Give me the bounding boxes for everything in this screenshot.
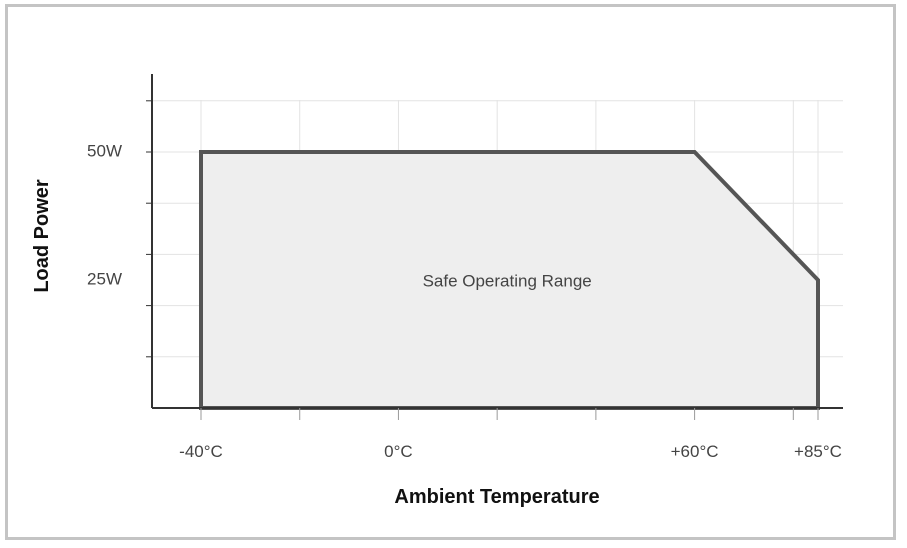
tick-marks bbox=[146, 100, 819, 420]
x-tick-label: -40°C bbox=[179, 442, 223, 461]
y-axis-title: Load Power bbox=[31, 179, 53, 293]
x-tick-label: 0°C bbox=[384, 442, 413, 461]
x-axis-title: Ambient Temperature bbox=[394, 486, 599, 508]
y-tick-label: 50W bbox=[87, 141, 122, 160]
x-tick-label: +60°C bbox=[671, 442, 719, 461]
y-tick-label: 25W bbox=[87, 269, 122, 288]
x-tick-label: +85°C bbox=[794, 442, 842, 461]
region-annotation: Safe Operating Range bbox=[423, 271, 592, 290]
tick-labels: -40°C 0°C +60°C +85°C 50W 25W bbox=[87, 141, 842, 461]
